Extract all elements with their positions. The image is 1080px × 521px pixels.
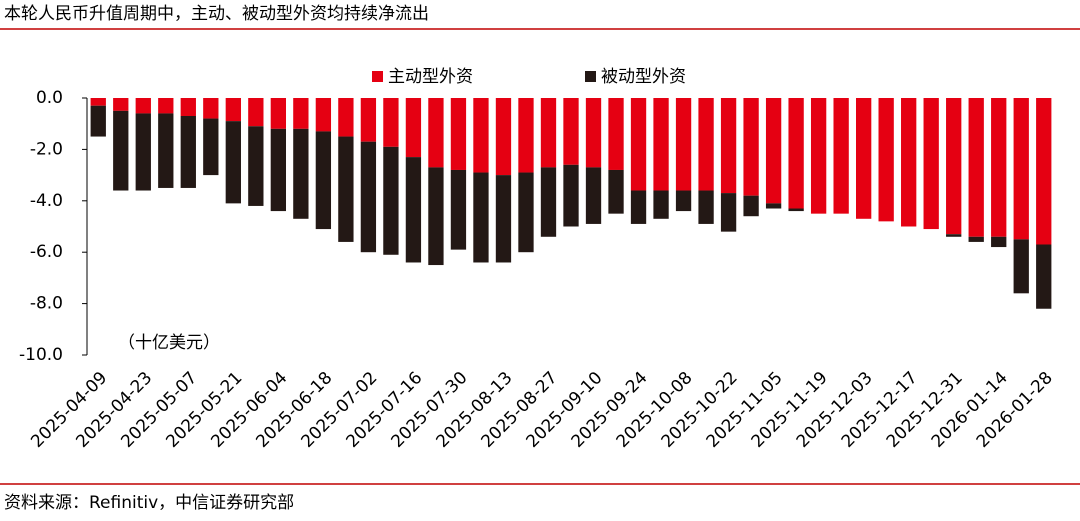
bar-segment [360,98,377,142]
bar-segment [675,190,692,212]
bar-segment [450,98,467,170]
bar-segment [946,234,962,237]
bar-segment [968,236,984,242]
bar-segment [1013,98,1029,240]
bar-segment [630,98,647,191]
bar-segment [585,98,602,168]
bar-segment [765,203,782,209]
bar-segment [855,98,872,219]
y-tick-label: -10.0 [19,345,63,365]
bar-segment [946,98,962,235]
bar-segment [1036,244,1052,309]
bar-segment [293,128,309,219]
bar-segment [338,98,354,137]
bar-segment [450,169,467,250]
bar-segment [113,110,129,191]
bar-segment [698,98,714,191]
bar-segment [1036,98,1052,245]
bar-segment [540,167,557,237]
bar-segment [270,128,287,212]
bar-segment [698,190,714,224]
y-tick-label: -6.0 [30,242,63,262]
bar-segment [810,98,827,214]
chart-title: 本轮人民币升值周期中，主动、被动型外资均持续净流出 [4,4,429,24]
bar-segment [653,190,669,219]
unit-label: （十亿美元） [118,333,220,353]
bar-segment [180,115,196,188]
bar-segment [720,193,737,232]
bar-segment [653,98,669,191]
bar-segment [225,98,241,122]
bar-segment [158,98,174,114]
bar-segment [540,98,557,168]
y-tick-label: 0.0 [36,88,63,108]
bar-segment [360,141,377,253]
bar-segment [518,172,534,253]
y-tick-label: -2.0 [30,139,63,159]
bar-segment [743,98,759,196]
bar-segment [630,190,647,224]
bar-segment [991,98,1007,237]
bar-segment [248,126,264,206]
bar-segment [968,98,984,237]
bar-segment [788,98,804,209]
bar-segment [1013,239,1029,294]
bar-segment [788,208,804,212]
legend-swatch [372,71,383,82]
bar-segment [383,98,399,147]
bar-segment [495,98,512,176]
bar-segment [270,98,287,129]
bar-segment [315,131,332,230]
bar-segment [405,98,422,158]
bar-segment [428,167,444,266]
bar-segment [248,98,264,127]
bar-segment [113,98,129,111]
legend-label: 被动型外资 [601,67,686,87]
bar-segment [405,157,422,263]
bar-segment [90,105,106,137]
bar-segment [135,113,151,191]
y-tick-label: -8.0 [30,294,63,314]
bar-segment [585,167,602,224]
bar-segment [563,98,579,165]
bar-segment [203,118,219,176]
bar-segment [473,172,489,263]
bar-segment [608,169,624,214]
bar-segment [315,98,332,132]
bar-segment [833,98,849,214]
bar-segment [473,98,489,173]
bar-segment [293,98,309,129]
bar-segment [743,195,759,217]
bar-segment [518,98,534,173]
source: 资料来源：Refinitiv，中信证券研究部 [4,493,294,513]
bar-segment [495,175,512,263]
bar-segment [203,98,219,119]
bar-segment [608,98,624,170]
bar-segment [901,98,917,227]
bar-segment [225,121,241,204]
bar-segment [878,98,894,222]
bar-segment [428,98,444,168]
bar-segment [720,98,737,194]
bar-segment [675,98,692,191]
bar-segment [991,236,1007,248]
bar-segment [135,98,151,114]
bar-segment [765,98,782,204]
legend-label: 主动型外资 [388,67,473,87]
bar-segment [923,98,939,230]
bar-segment [563,164,579,227]
bar-segment [158,113,174,188]
bar-segment [338,136,354,242]
legend-swatch [585,71,596,82]
bar-segment [180,98,196,116]
y-tick-label: -4.0 [30,191,63,211]
bar-segment [383,146,399,255]
bar-segment [90,98,106,106]
